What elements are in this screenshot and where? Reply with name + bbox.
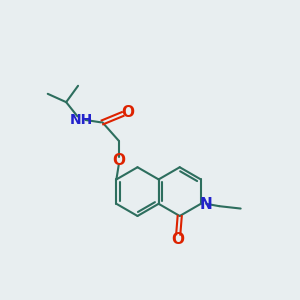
Text: O: O bbox=[112, 154, 125, 169]
Text: O: O bbox=[121, 105, 134, 120]
Text: N: N bbox=[200, 197, 213, 212]
Text: NH: NH bbox=[69, 113, 93, 127]
Text: O: O bbox=[172, 232, 185, 247]
